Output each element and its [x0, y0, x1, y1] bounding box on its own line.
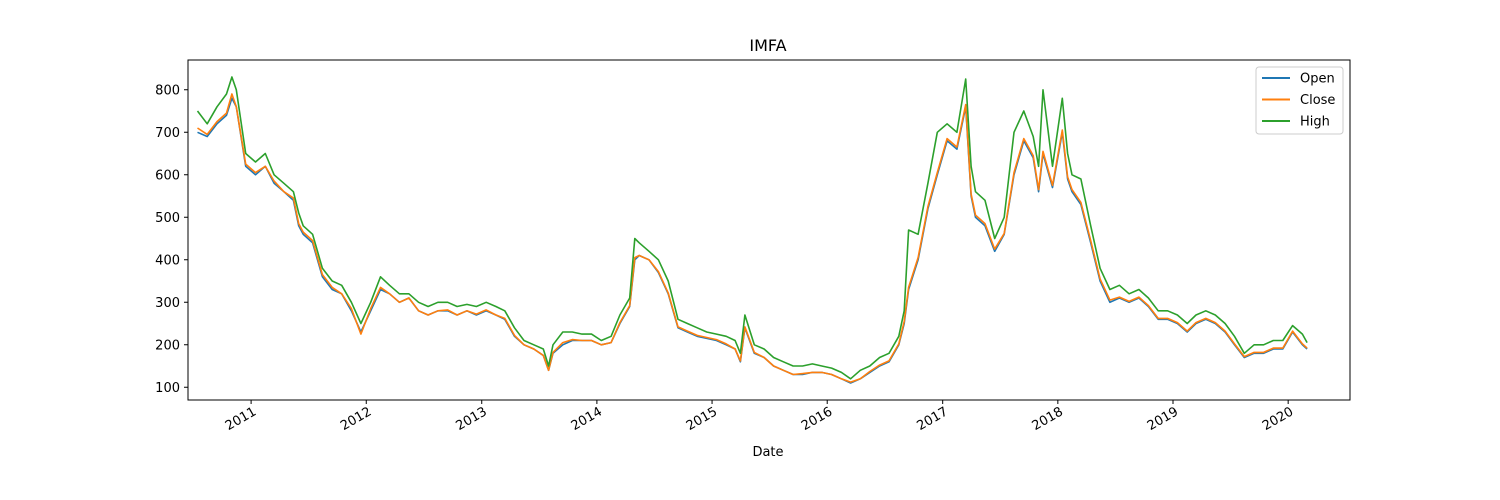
- legend-label-high: High: [1300, 115, 1330, 130]
- y-tick-label: 400: [155, 253, 180, 268]
- series-line-high: [196, 76, 1308, 380]
- legend-label-open: Open: [1300, 72, 1335, 87]
- y-tick-label: 700: [155, 126, 180, 141]
- y-tick-label: 800: [155, 83, 180, 98]
- legend-label-close: Close: [1300, 93, 1335, 108]
- y-tick-label: 200: [155, 338, 180, 353]
- series-line-close: [197, 93, 1308, 383]
- plot-area: [196, 76, 1308, 384]
- legend-box: [1255, 66, 1344, 135]
- y-tick-label: 600: [155, 168, 180, 183]
- y-tick-label: 100: [155, 381, 180, 396]
- x-axis-label: Date: [752, 445, 783, 460]
- legend: Open Close High: [1255, 66, 1344, 135]
- y-tick-label: 300: [155, 296, 180, 311]
- y-tick-label: 500: [155, 211, 180, 226]
- plot-frame: [187, 59, 1351, 401]
- chart-title: IMFA: [749, 36, 786, 55]
- y-axis: 100 200 300 400 500 600 700 800: [155, 83, 188, 396]
